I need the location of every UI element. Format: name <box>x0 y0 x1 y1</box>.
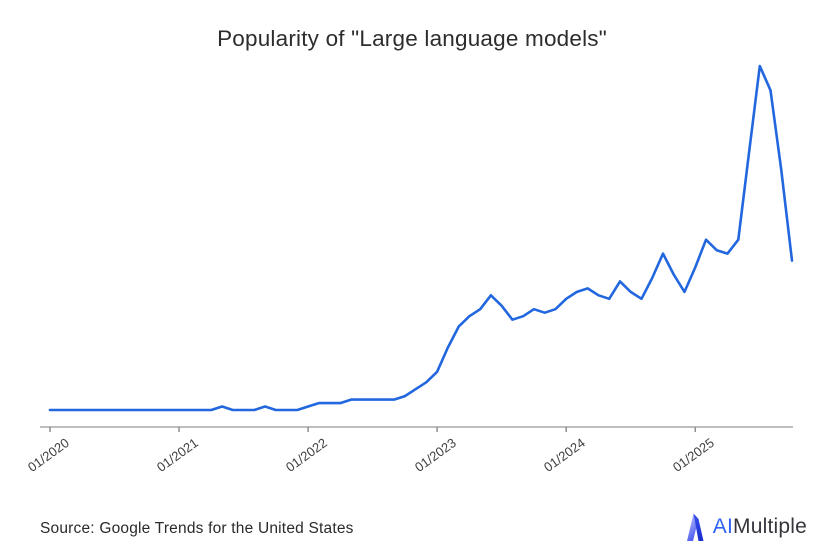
aimultiple-logo-link[interactable]: AI Multiple <box>686 508 807 546</box>
chart-title: Popularity of "Large language models" <box>217 26 607 51</box>
source-note: Source: Google Trends for the United Sta… <box>40 520 354 537</box>
logo-text-multiple: Multiple <box>733 515 807 538</box>
trend-line <box>48 64 794 412</box>
aimultiple-logo-icon <box>686 513 704 541</box>
logo-text-ai: AI <box>712 515 734 538</box>
trend-line-chart <box>40 64 794 432</box>
